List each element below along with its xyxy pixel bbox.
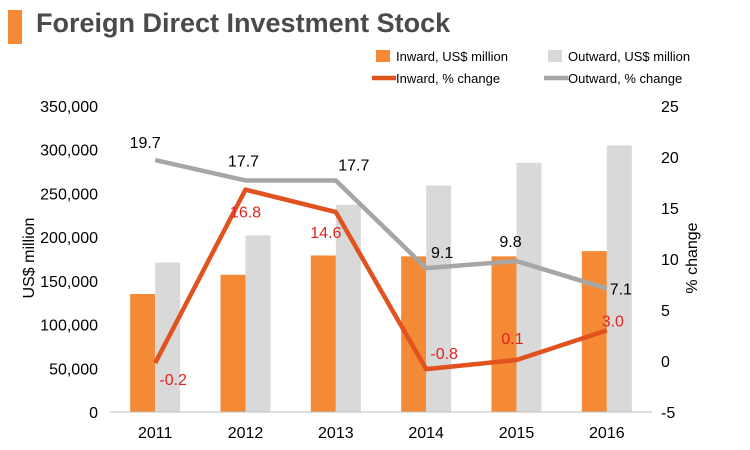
outward-pct-label: 7.1 <box>610 282 632 299</box>
y2-tick-label: 20 <box>661 150 679 167</box>
x-tick-label: 2016 <box>589 425 625 442</box>
outward-pct-label: 9.1 <box>431 245 453 262</box>
x-tick-label: 2012 <box>228 425 264 442</box>
y-tick-label: 250,000 <box>40 186 98 203</box>
inward-bar <box>130 293 156 412</box>
inward-pct-label: 14.6 <box>310 225 341 242</box>
point-labels: -0.2 16.8 14.6 -0.8 0.1 3.0 19.7 17.7 17.7 9.1 9.8… <box>130 135 632 389</box>
outward-pct-line <box>154 157 608 291</box>
right-axis-ticks: -5 0 5 10 15 20 25 <box>661 99 679 422</box>
inward-bar <box>491 256 517 412</box>
chart-title: Foreign Direct Investment Stock <box>36 8 451 38</box>
outward-bar <box>335 204 361 412</box>
inward-pct-label: 3.0 <box>602 313 624 330</box>
legend-swatch <box>376 50 390 62</box>
bars <box>130 145 632 413</box>
inward-pct-label: -0.8 <box>430 346 458 363</box>
right-axis-label: % change <box>684 222 701 293</box>
inward-pct-line <box>153 187 608 372</box>
outward-bar <box>245 235 271 412</box>
inward-pct-label: 16.8 <box>230 205 261 222</box>
y-tick-label: 100,000 <box>40 318 98 335</box>
y-tick-label: 200,000 <box>40 230 98 247</box>
outward-bar <box>516 162 542 412</box>
outward-pct-label: 17.7 <box>228 153 259 170</box>
y2-tick-label: 10 <box>661 252 679 269</box>
y2-tick-label: -5 <box>661 405 675 422</box>
x-tick-label: 2015 <box>499 425 535 442</box>
outward-bar <box>426 185 452 412</box>
x-tick-label: 2014 <box>408 425 444 442</box>
inward-pct-label: 0.1 <box>501 331 523 348</box>
x-tick-label: 2013 <box>318 425 354 442</box>
inward-pct-label: -0.2 <box>159 372 187 389</box>
y-tick-label: 50,000 <box>49 361 98 378</box>
outward-pct-label: 9.8 <box>499 234 521 251</box>
y-tick-label: 150,000 <box>40 274 98 291</box>
legend-label: Outward, US$ million <box>568 49 690 64</box>
x-axis-ticks: 2011 2012 2013 2014 2015 2016 <box>138 425 625 442</box>
y2-tick-label: 0 <box>661 354 670 371</box>
y2-tick-label: 15 <box>661 201 679 218</box>
outward-bar <box>606 145 632 413</box>
legend-label: Outward, % change <box>568 71 682 86</box>
outward-pct-label: 19.7 <box>130 135 161 152</box>
y-tick-label: 300,000 <box>40 143 98 160</box>
outward-pct-label: 17.7 <box>338 157 369 174</box>
legend: Inward, US$ million Outward, US$ million I… <box>372 49 690 86</box>
legend-label: Inward, % change <box>396 71 500 86</box>
lines <box>153 157 608 372</box>
legend-label: Inward, US$ million <box>396 49 508 64</box>
left-axis-label: US$ million <box>21 218 38 299</box>
inward-bar <box>310 255 336 412</box>
left-axis-ticks: 0 50,000 100,000 150,000 200,000 250,000 300,0… <box>40 99 98 422</box>
legend-swatch <box>548 50 562 62</box>
x-tick-label: 2011 <box>138 425 173 442</box>
y2-tick-label: 5 <box>661 303 670 320</box>
title-accent-bar <box>8 10 22 44</box>
y-tick-label: 0 <box>89 405 98 422</box>
y-tick-label: 350,000 <box>40 99 98 116</box>
inward-bar <box>220 274 246 412</box>
y2-tick-label: 25 <box>661 99 679 116</box>
